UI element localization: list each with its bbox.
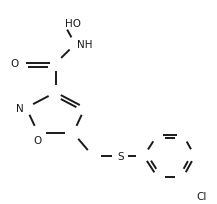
Text: O: O xyxy=(34,135,42,145)
Text: Cl: Cl xyxy=(197,191,207,201)
Text: N: N xyxy=(16,103,24,113)
Text: S: S xyxy=(117,151,123,161)
Text: HO: HO xyxy=(65,19,81,29)
Text: O: O xyxy=(10,59,18,69)
Text: NH: NH xyxy=(77,40,93,50)
